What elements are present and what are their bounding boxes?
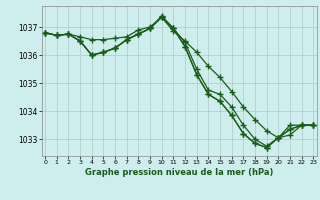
- X-axis label: Graphe pression niveau de la mer (hPa): Graphe pression niveau de la mer (hPa): [85, 168, 273, 177]
